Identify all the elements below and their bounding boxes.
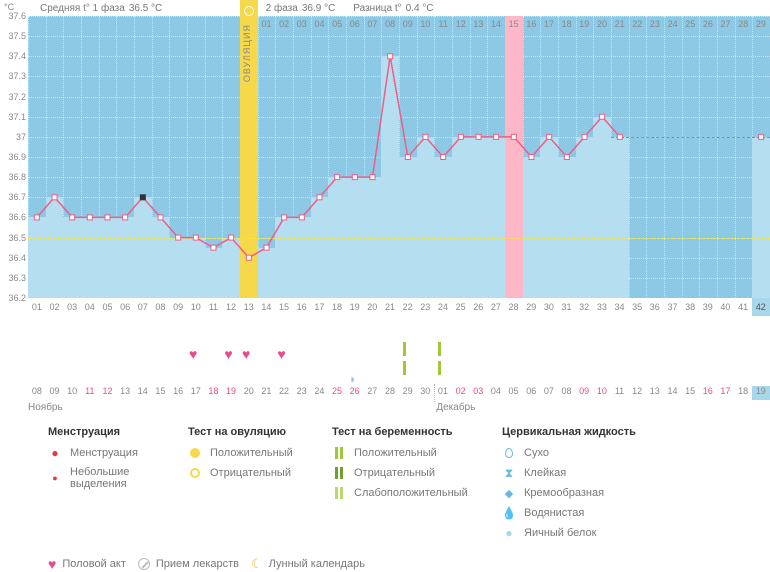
month-separator bbox=[434, 384, 435, 402]
heart-icon: ♥ bbox=[189, 346, 197, 362]
legend-title: Тест на беременность bbox=[332, 426, 502, 438]
legend-item: Прием лекарств bbox=[138, 556, 239, 572]
legend-item: 💧Водянистая bbox=[502, 506, 682, 520]
legend-title: Тест на овуляцию bbox=[188, 426, 332, 438]
legend-col-pregnancy: Тест на беременность Положительный Отриц… bbox=[332, 426, 502, 540]
legend-title: Цервикальная жидкость bbox=[502, 426, 682, 438]
legend-item: Слабоположительный bbox=[332, 486, 502, 500]
legend-item: ●Небольшие выделения bbox=[48, 466, 188, 490]
moon-icon: ☾ bbox=[251, 556, 263, 572]
hourglass-icon: ⧗ bbox=[502, 466, 516, 480]
legend-item: ☾Лунный календарь bbox=[251, 556, 365, 572]
y-axis: °C 37.637.537.437.337.237.13736.936.836.… bbox=[0, 0, 28, 316]
temperature-line bbox=[28, 0, 770, 316]
legend-item: Отрицательный bbox=[332, 466, 502, 480]
legend-bottom: ♥Половой акт Прием лекарств ☾Лунный кале… bbox=[0, 540, 770, 572]
legend-item: Положительный bbox=[332, 446, 502, 460]
drop-icon: 💧 bbox=[502, 506, 516, 520]
x-axis: 0102030405060708091011121314151617181920… bbox=[28, 298, 770, 316]
heart-icon: ♥ bbox=[277, 346, 285, 362]
month-row: Ноябрь Декабрь bbox=[28, 402, 770, 416]
heart-icon: ♥ bbox=[242, 346, 250, 362]
bars-icon bbox=[332, 486, 346, 500]
legend-item: ◆Кремообразная bbox=[502, 486, 682, 500]
legend-col-ovulation: Тест на овуляцию Положительный Отрицател… bbox=[188, 426, 332, 540]
moon-icon: ◗ bbox=[349, 372, 356, 386]
drop-outline-icon bbox=[502, 446, 516, 460]
month2: Декабрь bbox=[436, 402, 475, 413]
heart-icon: ♥ bbox=[224, 346, 232, 362]
drop-icon: ● bbox=[48, 446, 62, 460]
circle-filled-icon bbox=[188, 446, 202, 460]
legend-item: Сухо bbox=[502, 446, 682, 460]
pill-icon bbox=[138, 558, 150, 570]
legend-item: ♥Половой акт bbox=[48, 556, 126, 572]
legend-col-menstruation: Менструация ●Менструация ●Небольшие выде… bbox=[48, 426, 188, 540]
event-tracks: ♥ ♥ ♥ ♥ ◗ 080910111213141516171819202122232… bbox=[0, 316, 770, 416]
drop-icon: ◆ bbox=[502, 486, 516, 500]
test-bars-icon bbox=[437, 342, 442, 380]
chart-area: °C 37.637.537.437.337.237.13736.936.836.… bbox=[0, 0, 770, 316]
legend-item: Отрицательный bbox=[188, 466, 332, 480]
heart-icon: ♥ bbox=[48, 556, 56, 572]
legend-item: ⧗Клейкая bbox=[502, 466, 682, 480]
legend-item: ●Яичный белок bbox=[502, 526, 682, 540]
month1: Ноябрь bbox=[28, 402, 63, 413]
bars-icon bbox=[332, 466, 346, 480]
legend-item: ●Менструация bbox=[48, 446, 188, 460]
legend-item: Положительный bbox=[188, 446, 332, 460]
test-bars-icon bbox=[402, 342, 407, 380]
legend: Менструация ●Менструация ●Небольшие выде… bbox=[0, 416, 770, 540]
calendar-row: 0809101112131415161718192021222324252627… bbox=[28, 386, 770, 400]
legend-title: Менструация bbox=[48, 426, 188, 438]
circle-outline-icon bbox=[188, 466, 202, 480]
bbt-chart-container: °C 37.637.537.437.337.237.13736.936.836.… bbox=[0, 0, 770, 569]
drop-icon: ● bbox=[502, 526, 516, 540]
plot-area: Средняя t° 1 фаза 36.5 °C ОВУЛЯЦИЯ 2 фаз… bbox=[28, 0, 770, 316]
bars-icon bbox=[332, 446, 346, 460]
drop-small-icon: ● bbox=[48, 471, 62, 485]
legend-col-cervical: Цервикальная жидкость Сухо ⧗Клейкая ◆Кре… bbox=[502, 426, 682, 540]
